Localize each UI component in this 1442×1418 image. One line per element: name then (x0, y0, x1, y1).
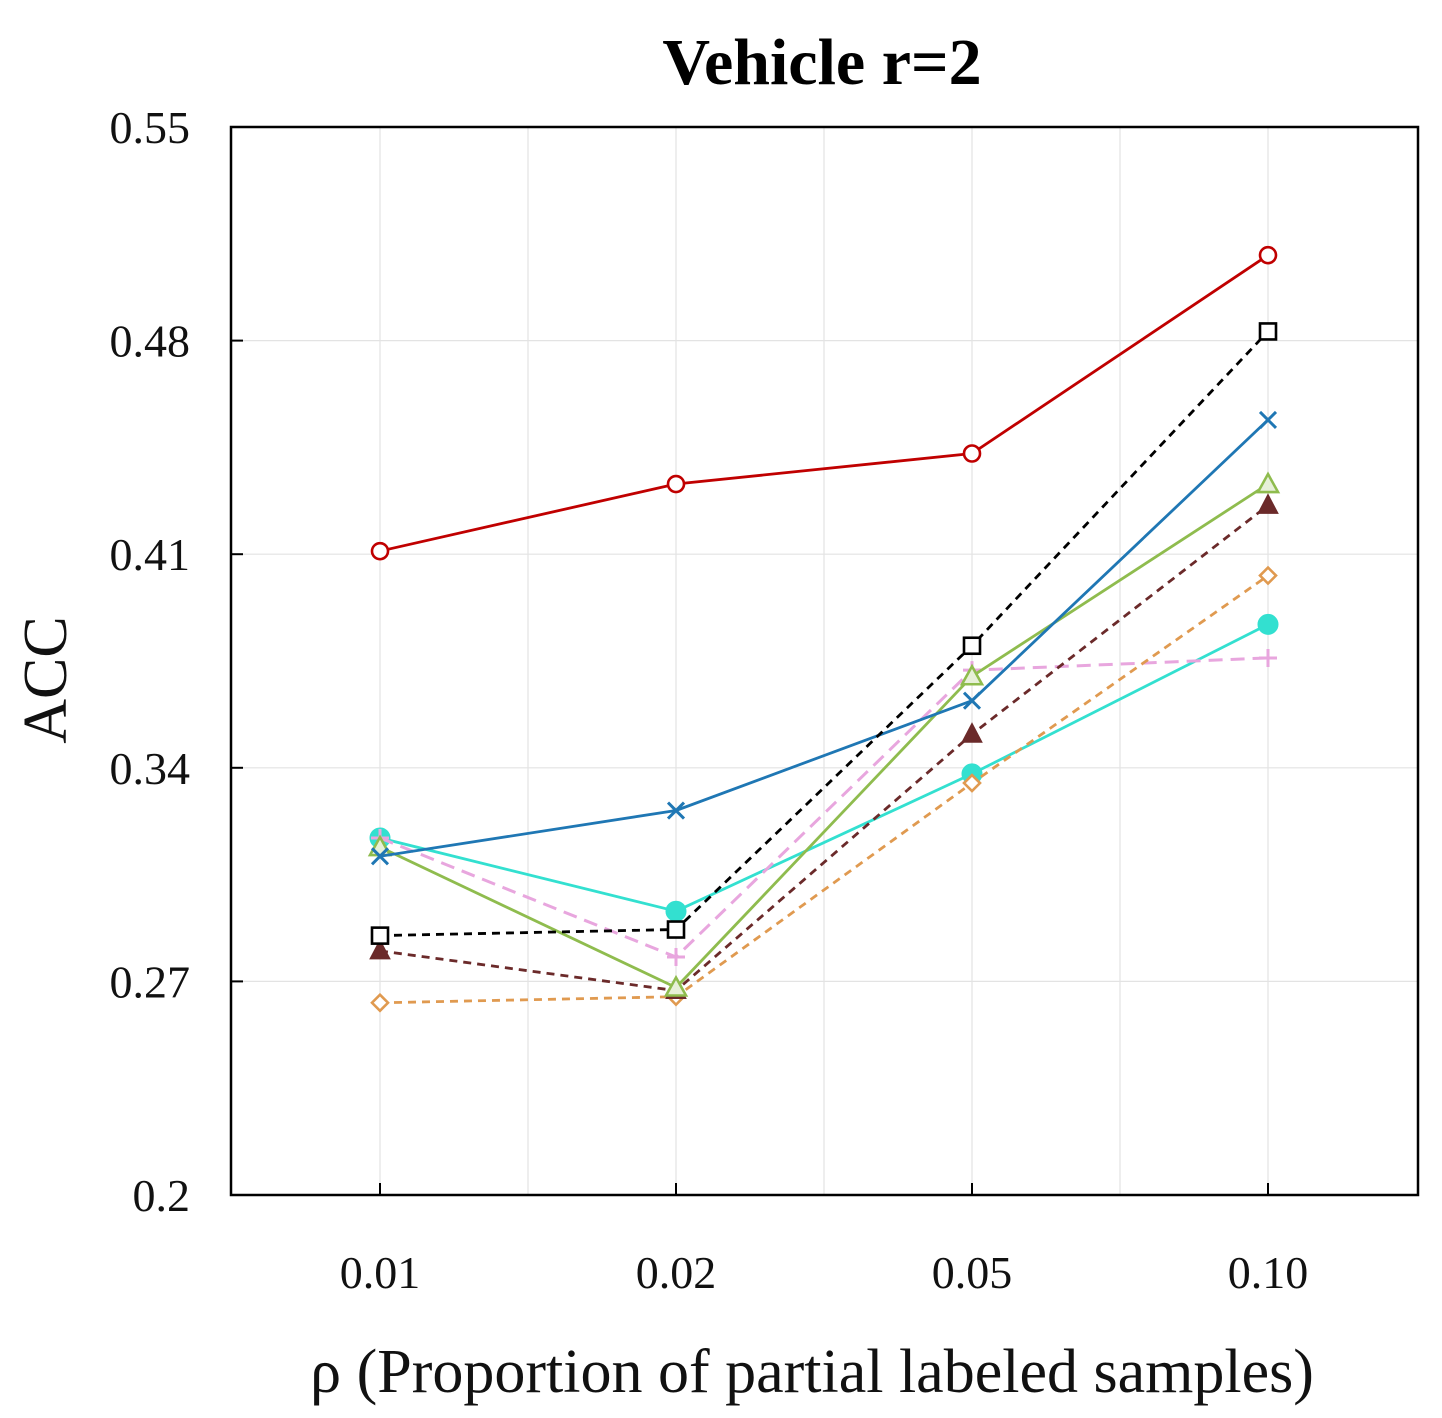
series-line (379, 656, 1269, 959)
chart-title: Vehicle r=2 (662, 26, 981, 99)
data-point (1258, 565, 1278, 586)
data-point (666, 801, 686, 820)
data-point (369, 938, 391, 960)
y-tick-label: 0.55 (110, 102, 191, 153)
data-point (370, 847, 390, 866)
data-point (962, 636, 982, 656)
data-point (667, 947, 685, 966)
series-1 (370, 322, 1278, 945)
series-3 (367, 471, 1281, 997)
data-point (663, 974, 689, 997)
series-line (379, 418, 1269, 858)
x-tick-label: 0.02 (636, 1247, 717, 1298)
series-0 (370, 245, 1278, 561)
data-point (962, 691, 982, 710)
series-line (379, 254, 1269, 553)
series-line (379, 623, 1269, 913)
y-tick-label: 0.48 (110, 316, 191, 367)
data-point (959, 663, 985, 686)
data-point (1258, 410, 1278, 429)
plot-frame (229, 125, 1420, 1197)
data-point (1258, 322, 1278, 341)
series-line (379, 504, 1269, 992)
data-point (665, 900, 687, 922)
y-tick-label: 0.41 (110, 529, 191, 580)
data-point (1257, 613, 1279, 635)
data-point (370, 541, 390, 561)
data-point (1258, 245, 1278, 265)
data-point (961, 722, 983, 743)
y-tick-label: 0.27 (110, 956, 191, 1007)
x-tick-label: 0.05 (932, 1247, 1013, 1298)
data-point (962, 773, 982, 793)
data-point (1257, 493, 1279, 514)
series-layer (367, 245, 1281, 1013)
data-point (962, 444, 982, 463)
x-tick-label: 0.01 (340, 1247, 421, 1298)
data-point (666, 474, 686, 494)
data-point (1259, 648, 1277, 667)
grid (231, 126, 1418, 1196)
data-point (370, 926, 390, 945)
y-tick-label: 0.34 (110, 743, 191, 794)
x-tick-label: 0.10 (1228, 1247, 1309, 1298)
series-2 (370, 410, 1278, 866)
data-point (370, 992, 390, 1013)
y-ticks: 0.2 0.27 0.34 0.41 0.48 0.55 (110, 102, 243, 1221)
data-point (666, 920, 686, 939)
y-tick-label: 0.2 (133, 1170, 191, 1221)
series-line (379, 482, 1269, 989)
x-axis-label: ρ (Proportion of partial labeled samples… (310, 1338, 1314, 1406)
series-line (379, 574, 1269, 1005)
data-point (1255, 471, 1281, 494)
x-ticks: 0.01 0.02 0.05 0.10 (340, 1183, 1309, 1298)
y-axis-label: ACC (12, 616, 80, 743)
